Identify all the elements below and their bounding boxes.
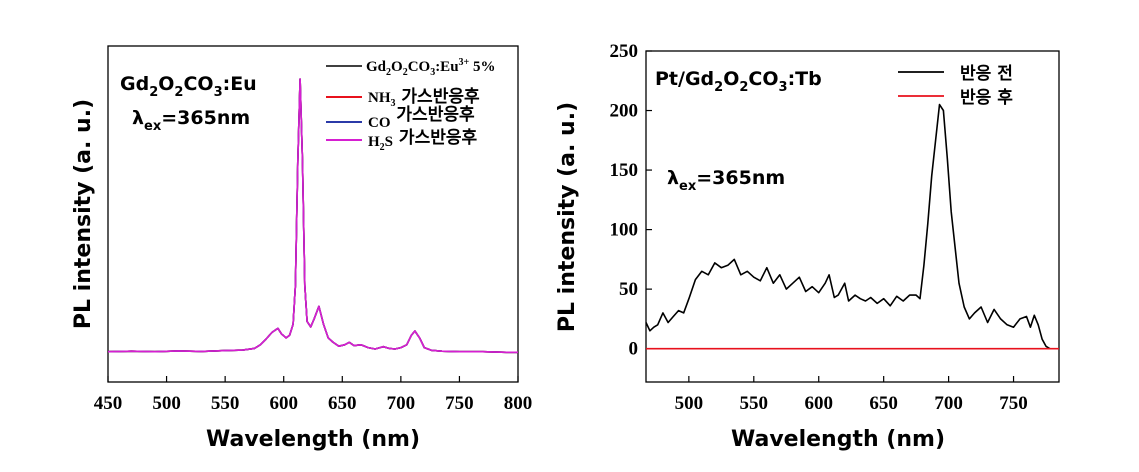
right-x-tick-label: 650 (869, 393, 898, 414)
right-y-axis-label: PL intensity (a. u.) (555, 102, 580, 332)
right-legend: 반응 전 반응 후 (898, 64, 1013, 108)
right-excitation-annotation: λex=365nm (667, 167, 785, 194)
right-y-tick-label: 150 (610, 160, 639, 181)
right-x-tick-label: 550 (740, 393, 769, 414)
left-legend-label-2: NH3 가스반응후 (368, 86, 480, 109)
right-x-tick-label: 500 (675, 393, 704, 414)
right-y-ticks: 0 50 100 150 200 250 (610, 41, 652, 360)
left-plot-frame (107, 45, 519, 383)
left-series-lines (107, 78, 518, 354)
right-x-tick-label: 750 (999, 393, 1028, 414)
right-legend-label-1: 반응 전 (960, 64, 1013, 84)
right-y-tick-label: 0 (629, 339, 639, 360)
left-x-tick-label: 550 (211, 393, 240, 414)
left-x-tick-label: 600 (269, 393, 298, 414)
left-x-tick-label: 650 (328, 393, 357, 414)
right-x-tick-label: 700 (934, 393, 963, 414)
right-material-annotation: Pt/Gd2O2CO3:Tb (655, 68, 822, 95)
left-x-axis-label: Wavelength (nm) (206, 427, 420, 452)
right-y-tick-label: 50 (619, 279, 638, 300)
right-series-lines (645, 103, 1059, 350)
chart-right: 0 50 100 150 200 250 500 550 600 650 700 750 Wavel… (555, 41, 1060, 452)
left-x-ticks: 450 500 550 600 650 700 750 800 (94, 376, 533, 414)
left-legend-label-4: H2S 가스반응후 (368, 127, 477, 153)
left-x-tick-label: 750 (445, 393, 474, 414)
left-x-tick-label: 450 (94, 393, 123, 414)
right-plot-frame (645, 50, 1060, 383)
left-x-tick-label: 700 (387, 393, 416, 414)
right-series-line-1 (645, 103, 1051, 350)
right-y-tick-label: 250 (610, 41, 639, 62)
right-y-tick-label: 200 (610, 101, 639, 122)
left-x-tick-label: 500 (152, 393, 181, 414)
right-legend-label-2: 반응 후 (960, 87, 1013, 108)
right-x-ticks: 500 550 600 650 700 750 (675, 376, 1028, 414)
left-legend: Gd2O2CO3:Eu3+ 5% NH3 가스반응후 CO 가스반응후 H2S … (326, 57, 495, 153)
left-legend-label-1: Gd2O2CO3:Eu3+ 5% (366, 57, 495, 78)
left-material-annotation: Gd2O2CO3:Eu (120, 73, 257, 100)
left-x-tick-label: 800 (504, 393, 533, 414)
right-x-axis-label: Wavelength (nm) (731, 427, 945, 452)
left-legend-label-3: CO 가스반응후 (368, 104, 475, 131)
right-x-tick-label: 600 (804, 393, 833, 414)
chart-left: 450 500 550 600 650 700 750 800 Wavelength (nm)… (71, 45, 533, 452)
left-excitation-annotation: λex=365nm (132, 107, 250, 134)
left-y-axis-label: PL intensity (a. u.) (71, 99, 96, 329)
left-series-line-4 (107, 78, 518, 354)
right-y-tick-label: 100 (610, 220, 639, 241)
